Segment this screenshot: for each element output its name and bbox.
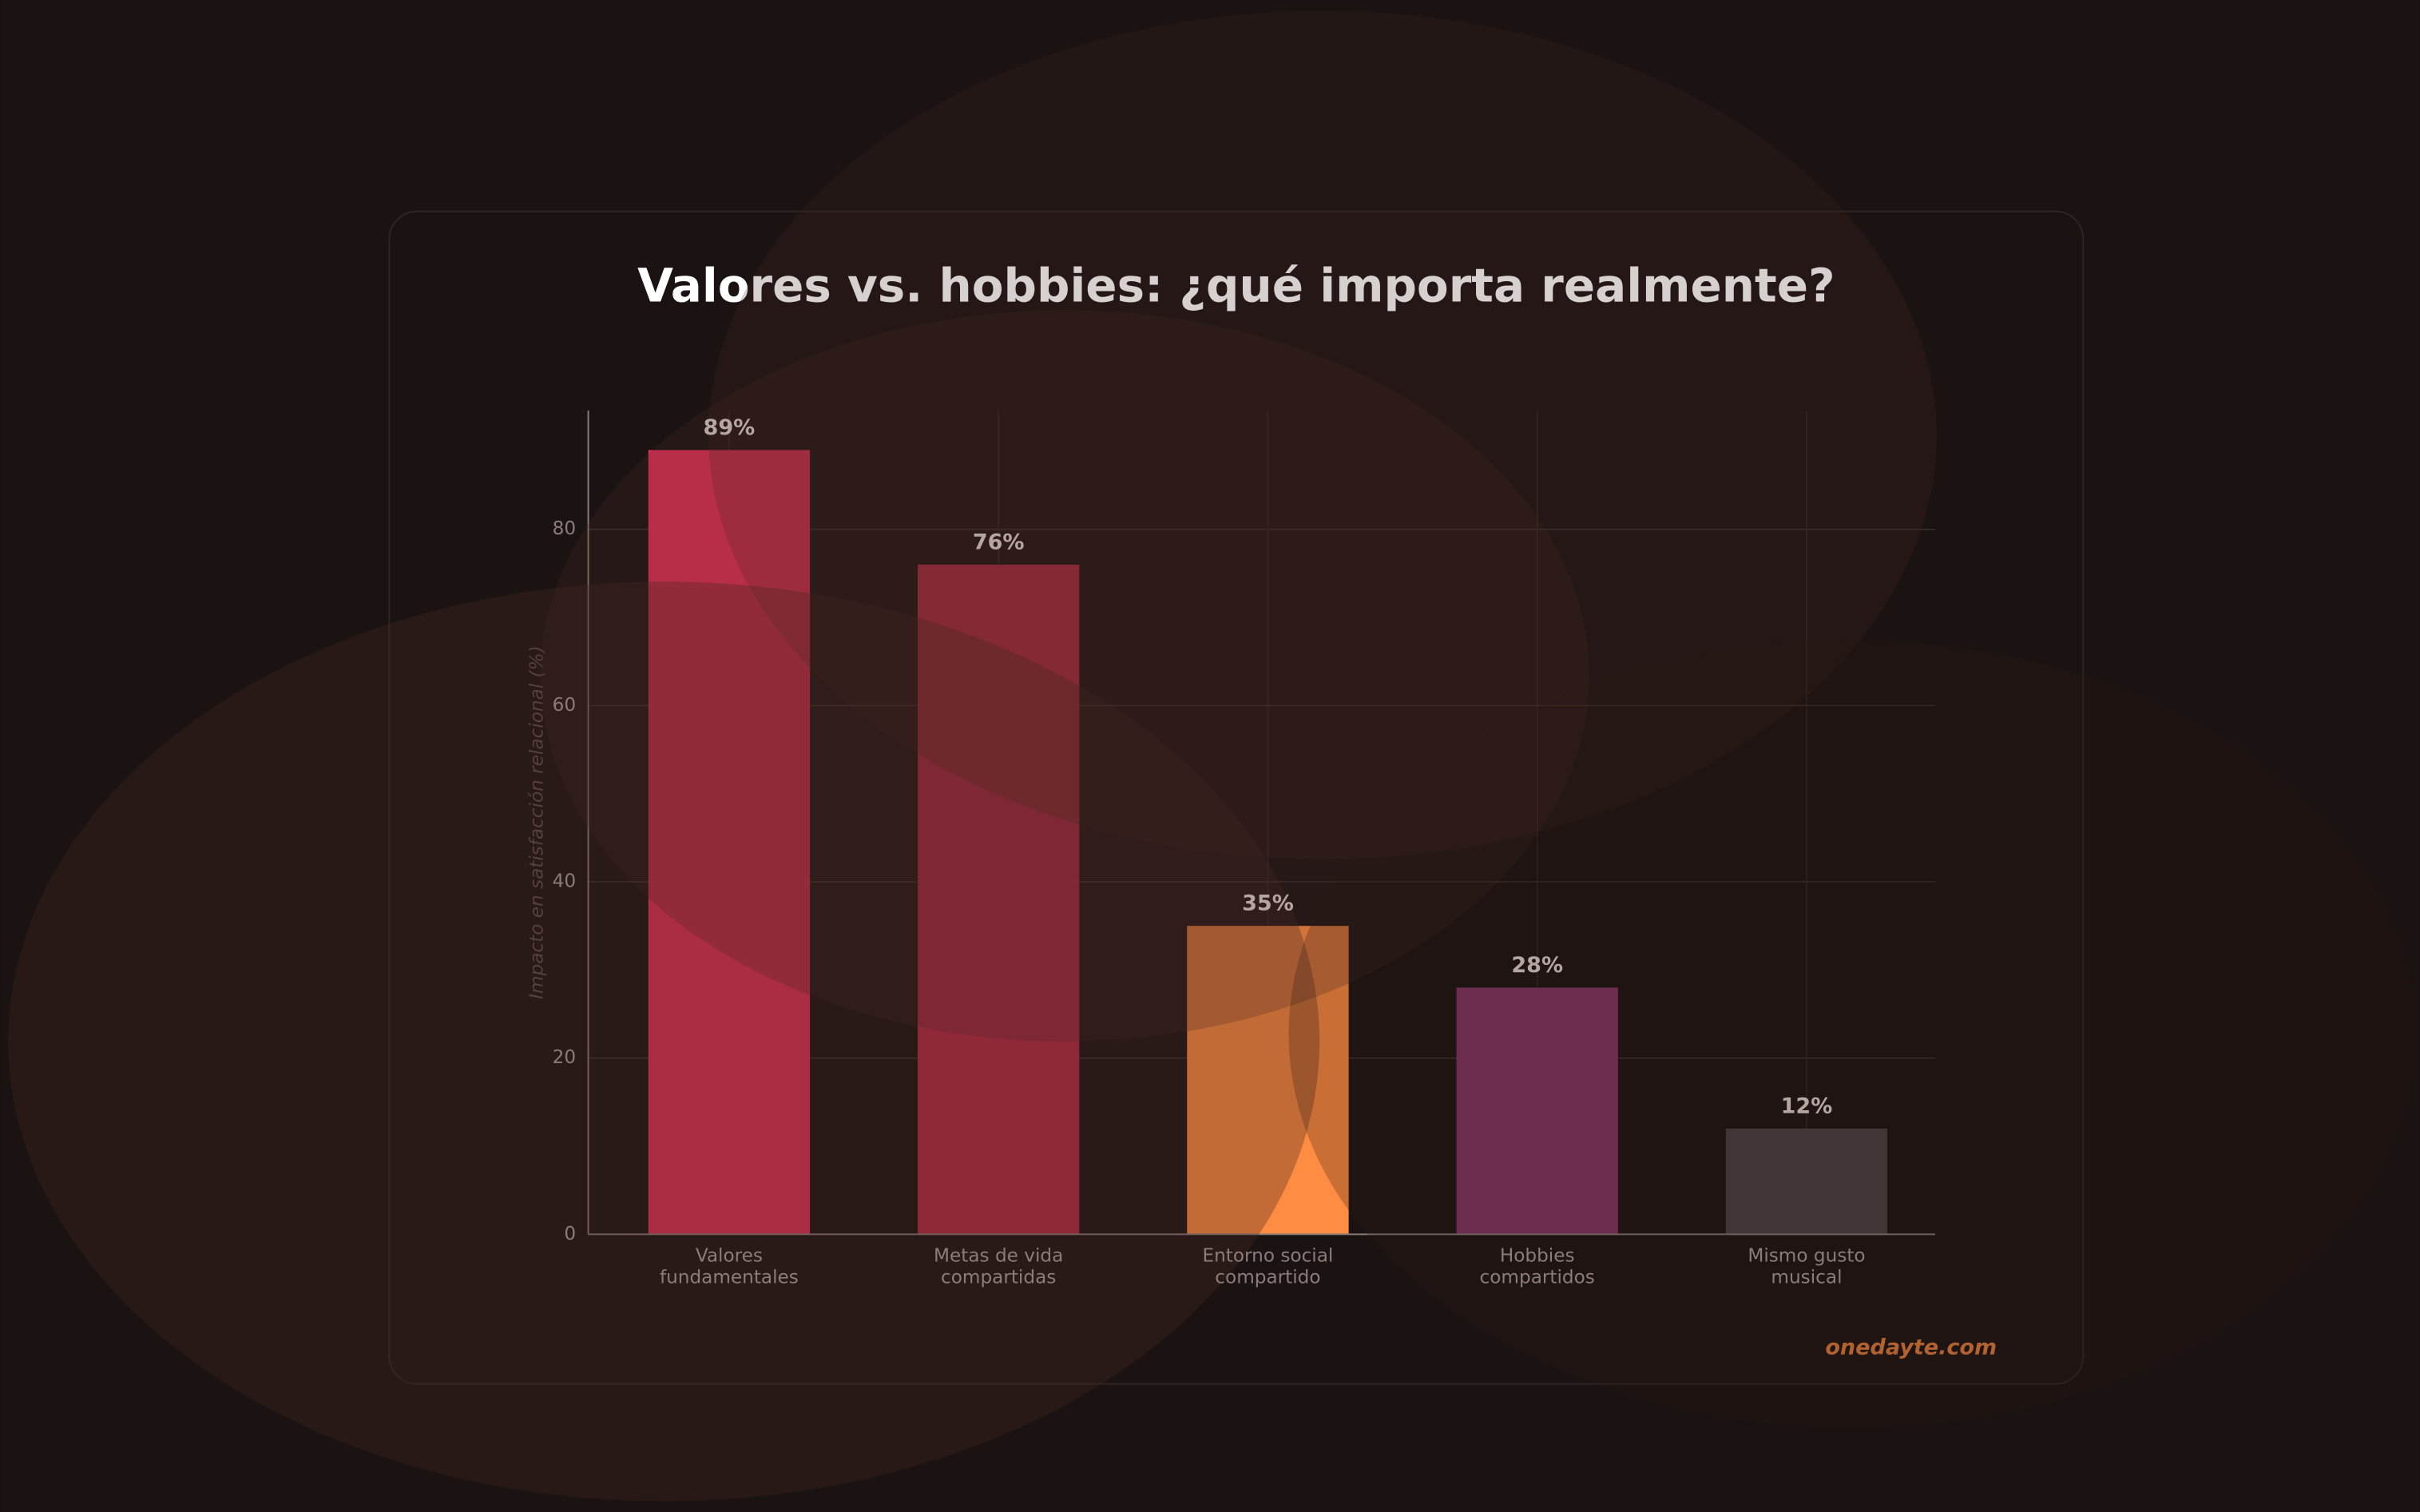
x-tick-label: Valores fundamentales xyxy=(660,1244,799,1288)
x-tick-label: Entorno social compartido xyxy=(1202,1244,1333,1288)
x-tick-label: Hobbies compartidos xyxy=(1480,1244,1595,1288)
y-tick-label: 80 xyxy=(553,518,576,539)
card xyxy=(388,210,2085,1385)
deco-circle xyxy=(8,581,1320,1502)
plot xyxy=(587,410,1935,1236)
bar xyxy=(1187,926,1349,1235)
value-label: 89% xyxy=(704,415,756,440)
value-label: 76% xyxy=(973,530,1025,554)
bar xyxy=(1456,987,1618,1235)
deco-circle xyxy=(1288,640,2415,1427)
value-label: 28% xyxy=(1511,953,1563,978)
deco-circle xyxy=(708,10,1937,859)
bar xyxy=(917,564,1080,1235)
y-tick-label: 40 xyxy=(553,871,576,892)
bar xyxy=(1725,1128,1888,1235)
value-label: 12% xyxy=(1781,1093,1833,1118)
y-tick-label: 20 xyxy=(553,1046,576,1068)
value-label: 35% xyxy=(1242,891,1294,916)
x-tick-label: Metas de vida compartidas xyxy=(934,1244,1063,1288)
deco-circle xyxy=(540,310,1590,1042)
y-axis-label: Impacto en satisfacción relacional (%) xyxy=(526,645,547,999)
decoration xyxy=(8,10,2415,1502)
y-tick-label: 60 xyxy=(553,694,576,716)
y-tick-label: 0 xyxy=(564,1223,576,1244)
watermark: onedayte.com xyxy=(1825,1335,1997,1360)
x-tick-label: Mismo gusto musical xyxy=(1748,1244,1865,1288)
labels: 0 20 40 60 80 89% Valores fundamentales 76% Metas… xyxy=(553,415,1866,1288)
bar xyxy=(648,450,811,1235)
chart-title: Valores vs. hobbies: ¿qué importa realme… xyxy=(637,258,1835,312)
